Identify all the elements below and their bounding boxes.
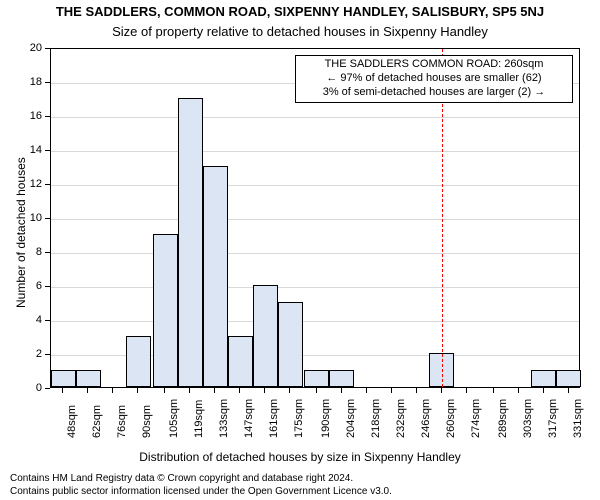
histogram-bar <box>153 234 178 387</box>
x-tick-label: 119sqm <box>193 400 205 438</box>
annotation-line: 3% of semi-detached houses are larger (2… <box>300 86 568 100</box>
x-tick-mark <box>466 388 467 393</box>
x-tick-label: 274sqm <box>470 399 482 438</box>
histogram-bar <box>228 336 253 387</box>
annotation-line: THE SADDLERS COMMON ROAD: 260sqm <box>300 58 568 72</box>
y-tick-label: 6 <box>0 280 42 292</box>
x-axis-label: Distribution of detached houses by size … <box>0 450 600 464</box>
x-tick-mark <box>164 388 165 393</box>
x-tick-label: 331sqm <box>572 399 584 438</box>
x-tick-label: 232sqm <box>395 399 407 438</box>
x-tick-label: 303sqm <box>522 399 534 438</box>
histogram-bar <box>253 285 278 387</box>
x-tick-mark <box>264 388 265 393</box>
histogram-bar <box>178 98 203 387</box>
x-tick-mark <box>87 388 88 393</box>
grid-line <box>51 185 579 186</box>
grid-line <box>51 287 579 288</box>
y-tick-label: 16 <box>0 110 42 122</box>
y-tick-label: 14 <box>0 144 42 156</box>
x-tick-label: 260sqm <box>445 399 457 438</box>
x-tick-label: 218sqm <box>370 399 382 438</box>
x-tick-label: 246sqm <box>420 399 432 438</box>
histogram-bar <box>278 302 303 387</box>
x-tick-label: 204sqm <box>345 399 357 438</box>
x-tick-mark <box>366 388 367 393</box>
x-tick-mark <box>416 388 417 393</box>
histogram-bar <box>203 166 228 387</box>
histogram-bar <box>304 370 329 387</box>
x-tick-mark <box>137 388 138 393</box>
x-tick-mark <box>518 388 519 393</box>
grid-line <box>51 253 579 254</box>
x-tick-mark <box>239 388 240 393</box>
x-tick-mark <box>289 388 290 393</box>
y-tick-label: 18 <box>0 76 42 88</box>
footer: Contains HM Land Registry data © Crown c… <box>10 473 392 498</box>
x-tick-label: 90sqm <box>141 405 153 438</box>
x-tick-mark <box>112 388 113 393</box>
x-tick-label: 161sqm <box>268 399 280 438</box>
chart-container: { "chart": { "type": "histogram", "title… <box>0 0 600 500</box>
histogram-bar <box>329 370 354 387</box>
histogram-bar <box>51 370 76 387</box>
histogram-bar <box>556 370 581 387</box>
x-tick-label: 105sqm <box>168 399 180 438</box>
y-tick-label: 10 <box>0 212 42 224</box>
x-tick-label: 190sqm <box>320 399 332 438</box>
histogram-bar <box>76 370 101 387</box>
x-tick-label: 147sqm <box>243 399 255 438</box>
histogram-bar <box>531 370 556 387</box>
grid-line <box>51 151 579 152</box>
x-tick-mark <box>568 388 569 393</box>
annotation-box: THE SADDLERS COMMON ROAD: 260sqm← 97% of… <box>295 55 573 103</box>
x-tick-mark <box>441 388 442 393</box>
x-tick-label: 317sqm <box>547 399 559 438</box>
y-tick-label: 20 <box>0 42 42 54</box>
title-main: THE SADDLERS, COMMON ROAD, SIXPENNY HAND… <box>0 4 600 19</box>
x-tick-mark <box>391 388 392 393</box>
x-tick-label: 175sqm <box>293 399 305 438</box>
grid-line <box>51 117 579 118</box>
annotation-line: ← 97% of detached houses are smaller (62… <box>300 72 568 86</box>
histogram-bar <box>126 336 151 387</box>
footer-line-1: Contains HM Land Registry data © Crown c… <box>10 473 392 486</box>
x-tick-label: 48sqm <box>66 405 78 438</box>
y-tick-label: 2 <box>0 348 42 360</box>
y-tick-mark <box>45 388 50 389</box>
grid-line <box>51 321 579 322</box>
x-tick-mark <box>316 388 317 393</box>
x-tick-mark <box>189 388 190 393</box>
x-tick-mark <box>62 388 63 393</box>
plot-area: THE SADDLERS COMMON ROAD: 260sqm← 97% of… <box>50 48 580 388</box>
x-tick-mark <box>214 388 215 393</box>
x-tick-label: 62sqm <box>91 405 103 438</box>
x-tick-mark <box>543 388 544 393</box>
x-tick-label: 76sqm <box>116 405 128 438</box>
footer-line-2: Contains public sector information licen… <box>10 486 392 499</box>
title-sub: Size of property relative to detached ho… <box>0 24 600 39</box>
x-tick-label: 133sqm <box>218 399 230 438</box>
x-tick-label: 289sqm <box>497 399 509 438</box>
x-tick-mark <box>341 388 342 393</box>
y-tick-label: 12 <box>0 178 42 190</box>
y-tick-label: 0 <box>0 382 42 394</box>
x-tick-mark <box>493 388 494 393</box>
grid-line <box>51 219 579 220</box>
y-tick-label: 4 <box>0 314 42 326</box>
y-tick-label: 8 <box>0 246 42 258</box>
